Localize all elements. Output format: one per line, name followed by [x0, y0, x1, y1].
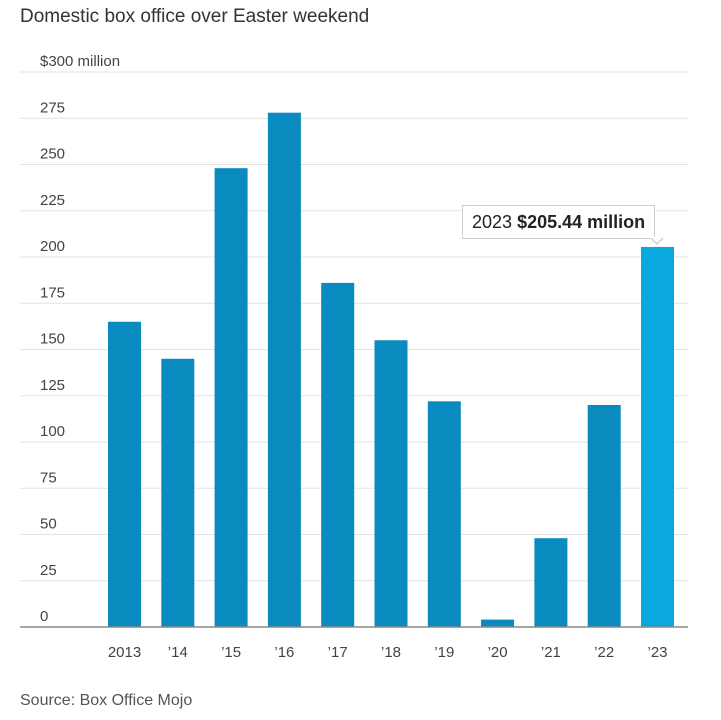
bar [534, 538, 568, 627]
annotation-value: $205.44 million [517, 212, 646, 232]
y-tick-label: 25 [40, 562, 57, 579]
y-tick-label: 100 [40, 423, 65, 440]
annotation-pointer [650, 237, 664, 245]
source-note: Source: Box Office Mojo [20, 692, 193, 709]
x-tick-label: ’19 [434, 644, 454, 661]
x-tick-label: ’21 [541, 644, 561, 661]
y-tick-label: 250 [40, 146, 65, 163]
bar [587, 405, 621, 627]
y-tick-label: 125 [40, 377, 65, 394]
bar [161, 358, 195, 627]
annotation-callout: 2023 $205.44 million [462, 205, 656, 239]
x-tick-label: 2013 [108, 644, 141, 661]
y-tick-label: 150 [40, 331, 65, 348]
x-tick-label: ’15 [221, 644, 241, 661]
x-tick-label: ’18 [381, 644, 401, 661]
bar [214, 168, 248, 627]
y-tick-label: $300 million [40, 53, 120, 70]
y-tick-label: 225 [40, 192, 65, 209]
bar [374, 340, 408, 627]
x-tick-label: ’23 [647, 644, 667, 661]
bar [641, 246, 674, 627]
bar [321, 282, 355, 627]
x-tick-label: ’16 [274, 644, 294, 661]
y-tick-label: 75 [40, 469, 57, 486]
y-tick-label: 0 [40, 608, 48, 625]
x-tick-label: ’17 [328, 644, 348, 661]
chart-title: Domestic box office over Easter weekend [20, 6, 370, 27]
bar [427, 401, 461, 627]
x-tick-label: ’22 [594, 644, 614, 661]
x-tick-label: ’14 [168, 644, 188, 661]
bar [267, 112, 301, 627]
y-tick-label: 50 [40, 516, 57, 533]
x-tick-label: ’20 [488, 644, 508, 661]
bar [108, 321, 141, 627]
bar [481, 619, 515, 627]
y-tick-label: 175 [40, 284, 65, 301]
y-tick-label: 275 [40, 99, 65, 116]
y-tick-label: 200 [40, 238, 65, 255]
annotation-year: 2023 [472, 212, 513, 232]
